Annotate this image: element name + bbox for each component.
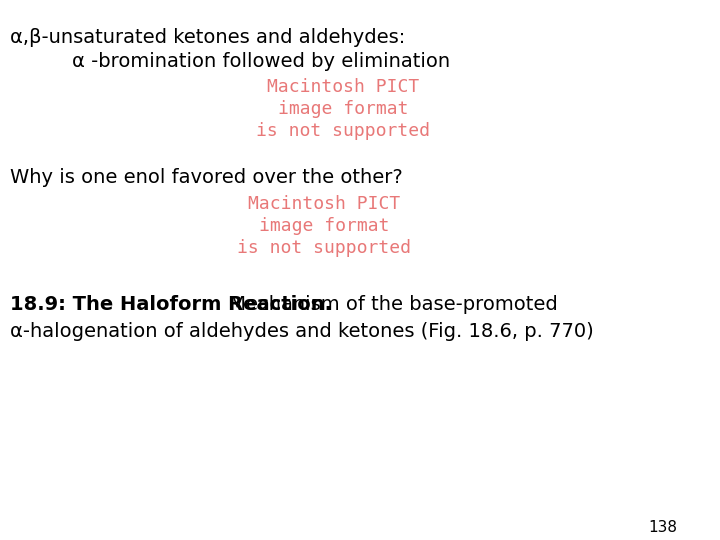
- Text: 18.9: The Haloform Reaction.: 18.9: The Haloform Reaction.: [9, 295, 331, 314]
- Text: α,β-unsaturated ketones and aldehydes:: α,β-unsaturated ketones and aldehydes:: [9, 28, 405, 47]
- Text: Why is one enol favored over the other?: Why is one enol favored over the other?: [9, 168, 402, 187]
- Text: is not supported: is not supported: [256, 122, 431, 140]
- Text: α-halogenation of aldehydes and ketones (Fig. 18.6, p. 770): α-halogenation of aldehydes and ketones …: [9, 322, 593, 341]
- Text: image format: image format: [278, 100, 408, 118]
- Text: Macintosh PICT: Macintosh PICT: [267, 78, 419, 96]
- Text: image format: image format: [259, 217, 390, 235]
- Text: 138: 138: [648, 520, 677, 535]
- Text: α -bromination followed by elimination: α -bromination followed by elimination: [71, 52, 449, 71]
- Text: Mechanism of the base-promoted: Mechanism of the base-promoted: [223, 295, 558, 314]
- Text: is not supported: is not supported: [237, 239, 411, 257]
- Text: Macintosh PICT: Macintosh PICT: [248, 195, 400, 213]
